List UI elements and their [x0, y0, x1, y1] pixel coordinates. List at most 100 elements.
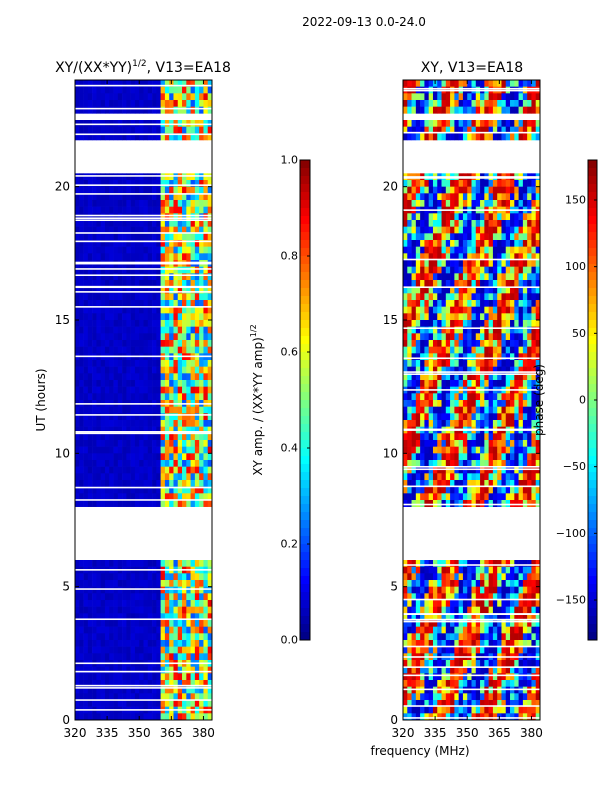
heatmap-cell	[403, 493, 408, 501]
heatmap-cell	[415, 460, 421, 467]
heatmap-cell	[497, 266, 502, 274]
heatmap-cell	[445, 260, 451, 267]
heatmap-cell	[441, 326, 447, 334]
heatmap-cell	[407, 460, 412, 467]
heatmap-cell	[531, 473, 537, 481]
heatmap-cell	[199, 326, 204, 334]
heatmap-cell	[488, 226, 494, 234]
heatmap-cell	[117, 186, 123, 194]
heatmap-cell	[164, 253, 170, 261]
heatmap-cell	[527, 300, 532, 307]
heatmap-cell	[454, 600, 459, 607]
heatmap-cell	[471, 460, 477, 467]
heatmap-cell	[96, 466, 101, 474]
heatmap-cell	[531, 273, 537, 281]
heatmap-cell	[143, 560, 149, 567]
heatmap-cell	[458, 353, 464, 361]
heatmap-cell	[437, 180, 442, 187]
heatmap-cell	[156, 433, 161, 441]
heatmap-cell	[458, 280, 464, 287]
heatmap-cell	[454, 633, 459, 641]
heatmap-cell	[450, 573, 455, 581]
heatmap-cell	[480, 266, 485, 274]
heatmap-cell	[83, 626, 89, 634]
heatmap-cell	[87, 693, 93, 701]
heatmap-cell	[160, 433, 166, 441]
heatmap-cell	[501, 626, 507, 634]
heatmap-cell	[83, 226, 89, 234]
heatmap-cell	[454, 213, 459, 221]
heatmap-cell	[458, 273, 464, 281]
heatmap-cell	[164, 133, 170, 141]
heatmap-cell	[492, 280, 498, 287]
heatmap-cell	[527, 266, 532, 274]
heatmap-cell	[96, 186, 101, 194]
heatmap-cell	[156, 100, 161, 107]
heatmap-cell	[79, 280, 84, 287]
heatmap-cell	[531, 466, 537, 474]
heatmap-cell	[87, 93, 93, 101]
heatmap-cell	[160, 213, 166, 221]
heatmap-cell	[134, 466, 140, 474]
heatmap-cell	[471, 133, 477, 141]
heatmap-cell	[75, 106, 80, 114]
heatmap-cell	[454, 293, 459, 301]
heatmap-cell	[186, 326, 191, 334]
heatmap-cell	[143, 313, 149, 321]
heatmap-cell	[480, 406, 485, 414]
heatmap-cell	[194, 386, 200, 394]
heatmap-cell	[462, 313, 468, 321]
heatmap-cell	[143, 233, 149, 241]
heatmap-cell	[130, 440, 136, 447]
heatmap-cell	[432, 633, 438, 641]
heatmap-cell	[475, 400, 481, 407]
heatmap-cell	[190, 326, 196, 334]
heatmap-cell	[518, 240, 524, 247]
colorbar-step	[300, 480, 310, 489]
heatmap-cell	[497, 466, 502, 474]
heatmap-cell	[480, 346, 485, 354]
heatmap-cell	[152, 393, 157, 401]
heatmap-cell	[164, 473, 170, 481]
heatmap-cell	[428, 346, 434, 354]
heatmap-cell	[109, 413, 114, 421]
heatmap-cell	[109, 133, 114, 141]
heatmap-cell	[492, 266, 498, 274]
heatmap-cell	[420, 233, 425, 241]
heatmap-cell	[428, 493, 434, 501]
heatmap-cell	[152, 386, 157, 394]
heatmap-cell	[79, 380, 84, 387]
heatmap-cell	[415, 626, 421, 634]
heatmap-cell	[522, 253, 528, 261]
heatmap-cell	[527, 626, 532, 634]
heatmap-cell	[164, 486, 170, 494]
heatmap-cell	[403, 373, 408, 381]
heatmap-cell	[156, 186, 161, 194]
heatmap-cell	[100, 413, 106, 421]
heatmap-cell	[514, 500, 519, 507]
heatmap-cell	[518, 306, 524, 314]
heatmap-cell	[169, 480, 174, 487]
heatmap-cell	[182, 306, 187, 314]
heatmap-cell	[177, 186, 183, 194]
heatmap-cell	[522, 473, 528, 481]
heatmap-cell	[407, 366, 412, 374]
heatmap-cell	[458, 286, 464, 294]
heatmap-cell	[514, 493, 519, 501]
heatmap-cell	[510, 353, 515, 361]
heatmap-cell	[454, 333, 459, 341]
heatmap-cell	[126, 633, 131, 641]
heatmap-cell	[527, 100, 532, 107]
heatmap-cell	[407, 380, 412, 387]
heatmap-cell	[518, 193, 524, 201]
heatmap-cell	[164, 646, 170, 654]
heatmap-cell	[492, 333, 498, 341]
heatmap-cell	[164, 293, 170, 301]
heatmap-cell	[152, 406, 157, 414]
heatmap-cell	[194, 206, 200, 214]
heatmap-cell	[531, 600, 537, 607]
heatmap-cell	[100, 446, 106, 454]
heatmap-cell	[484, 486, 489, 494]
heatmap-cell	[505, 300, 511, 307]
heatmap-cell	[169, 300, 174, 307]
